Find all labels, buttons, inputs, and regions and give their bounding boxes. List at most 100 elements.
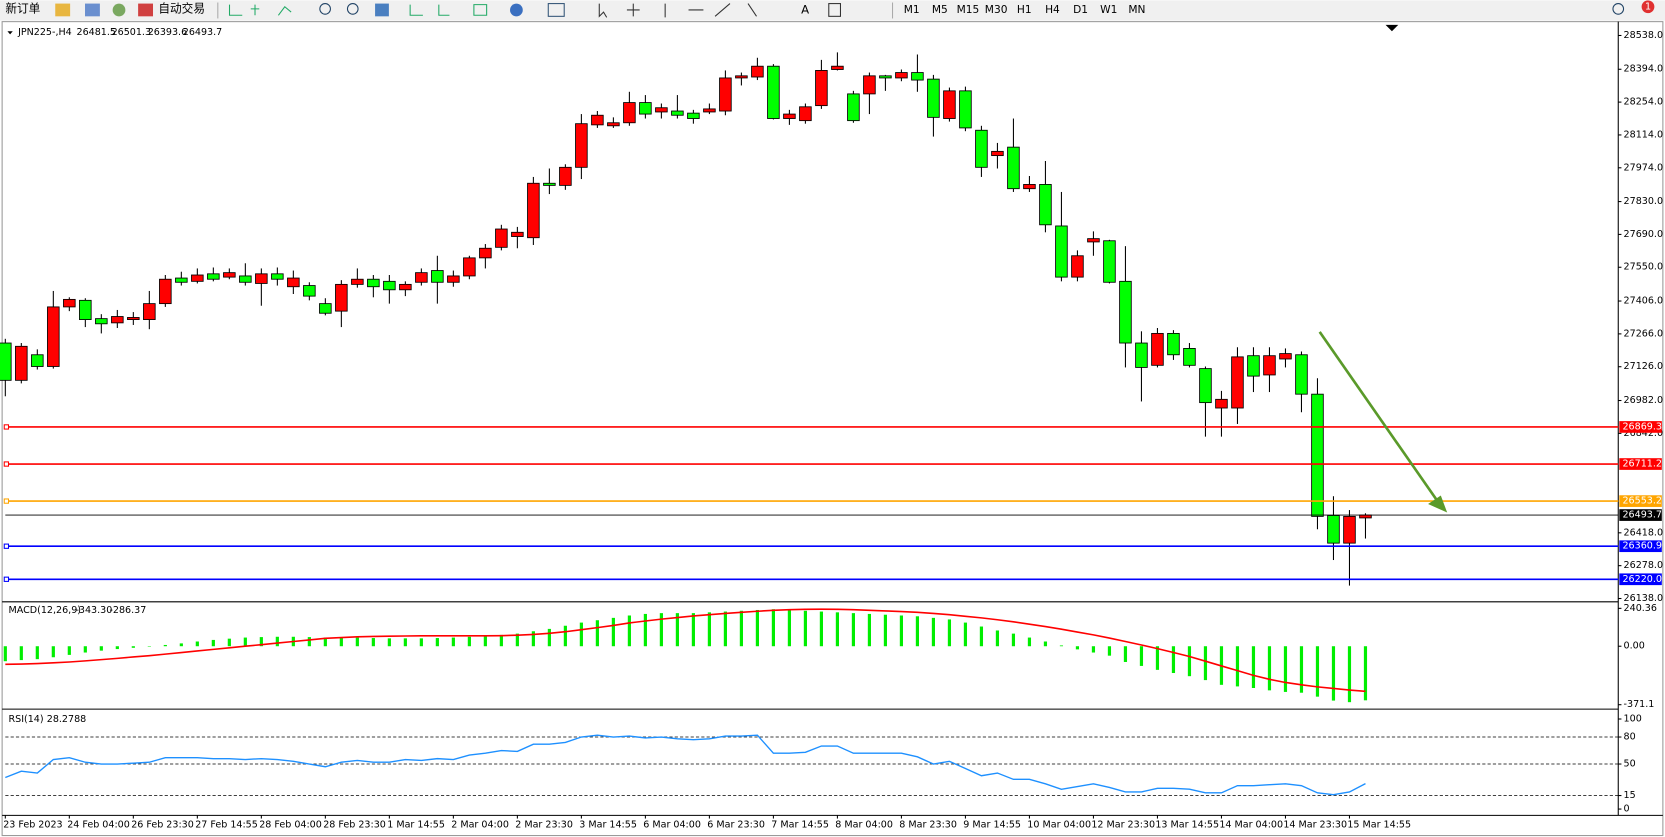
rsi-title: RSI(14) bbox=[9, 714, 44, 725]
candle-body bbox=[895, 72, 908, 79]
candle-body bbox=[815, 70, 828, 107]
new-order-button[interactable]: 新订单 bbox=[5, 1, 40, 15]
shift-marker bbox=[1385, 24, 1399, 32]
x-tick-label: 7 Mar 14:55 bbox=[771, 819, 829, 830]
candle-body bbox=[1295, 354, 1308, 395]
y-tick-label: 15 bbox=[1624, 790, 1636, 801]
candle-body bbox=[0, 342, 12, 381]
drawing-tools[interactable] bbox=[598, 3, 757, 18]
label-tool[interactable] bbox=[828, 3, 842, 17]
auto-trading-button[interactable]: 自动交易 bbox=[158, 1, 205, 15]
chart-window bbox=[1, 21, 1664, 837]
candle-body bbox=[943, 90, 956, 119]
low-readout: 26393.6 bbox=[148, 27, 187, 38]
text-tool[interactable]: A bbox=[801, 2, 809, 16]
notification-count: 1 bbox=[1645, 1, 1651, 12]
candle-body bbox=[863, 75, 876, 95]
macd-title: MACD(12,26,9) bbox=[9, 605, 82, 616]
periods-bar: M1 M5 M15 M30 H1 H4 D1 W1 MN bbox=[904, 3, 1146, 16]
candle-body bbox=[1135, 342, 1148, 368]
notification-badge[interactable] bbox=[1641, 0, 1655, 14]
y-tick-label: 80 bbox=[1624, 732, 1636, 743]
period-button[interactable]: MN bbox=[1128, 3, 1145, 16]
candle-body bbox=[1167, 332, 1180, 356]
level-label: 26360.9 bbox=[1622, 541, 1661, 552]
level-label-box bbox=[1619, 540, 1662, 553]
y-tick-label: 50 bbox=[1624, 759, 1636, 770]
candle-body bbox=[479, 247, 492, 259]
period-button[interactable]: W1 bbox=[1100, 3, 1117, 16]
candle-body bbox=[559, 166, 572, 186]
periods-icon[interactable] bbox=[510, 3, 523, 17]
level-anchor bbox=[3, 461, 10, 467]
search[interactable] bbox=[1612, 3, 1625, 15]
y-tick-label: 26138.0 bbox=[1624, 593, 1663, 604]
templates-icon[interactable] bbox=[547, 3, 565, 17]
candle-body bbox=[47, 306, 60, 367]
period-button[interactable]: M15 bbox=[957, 3, 980, 16]
candle-body bbox=[511, 231, 524, 237]
level-label: 26553.2 bbox=[1622, 496, 1661, 507]
icon[interactable] bbox=[55, 3, 71, 17]
candle-body bbox=[207, 273, 220, 280]
candle-body bbox=[1103, 240, 1116, 283]
candle-body bbox=[1087, 238, 1100, 243]
candle-body bbox=[735, 75, 748, 79]
x-tick-label: 9 Mar 14:55 bbox=[963, 819, 1021, 830]
macd-readout: -343.30 bbox=[75, 605, 112, 616]
candle-body bbox=[383, 280, 396, 291]
y-tick-label: 27126.0 bbox=[1624, 361, 1663, 372]
tile-icon[interactable] bbox=[375, 3, 389, 17]
rsi-readout: 28.2788 bbox=[47, 714, 86, 725]
x-tick-label: 2 Mar 04:00 bbox=[451, 819, 509, 830]
level-anchor bbox=[3, 576, 10, 582]
candle-body bbox=[175, 277, 188, 283]
candle-body bbox=[1327, 515, 1340, 544]
candle-body bbox=[15, 345, 28, 381]
candle-body bbox=[927, 78, 940, 118]
zoom-out[interactable] bbox=[346, 3, 359, 15]
candle-body bbox=[127, 317, 140, 320]
period-button[interactable]: M1 bbox=[904, 3, 920, 16]
x-tick-label: 14 Mar 04:00 bbox=[1219, 819, 1283, 830]
level-anchor bbox=[3, 543, 10, 549]
candle-body bbox=[63, 298, 76, 308]
period-button[interactable]: H1 bbox=[1017, 3, 1032, 16]
candle-body bbox=[1311, 393, 1324, 517]
candle-body bbox=[191, 274, 204, 282]
icon[interactable] bbox=[112, 3, 126, 17]
period-button[interactable]: M5 bbox=[932, 3, 948, 16]
candle-body bbox=[447, 275, 460, 283]
level-label-box bbox=[1619, 421, 1662, 433]
header-icon bbox=[7, 31, 13, 35]
icon[interactable] bbox=[138, 3, 154, 17]
level-label: 26869.3 bbox=[1622, 421, 1661, 432]
y-tick-label: 26842.0 bbox=[1624, 428, 1663, 439]
level-label-box bbox=[1619, 458, 1662, 470]
period-button[interactable]: D1 bbox=[1073, 3, 1088, 16]
candle-body bbox=[1023, 184, 1036, 190]
candle-body bbox=[767, 65, 780, 119]
icon[interactable] bbox=[85, 3, 100, 17]
candle-body bbox=[1039, 184, 1052, 226]
candle-body bbox=[527, 182, 540, 239]
symbol-title: JPN225-,H4 bbox=[17, 27, 72, 38]
tools-icons[interactable] bbox=[409, 4, 488, 16]
level-label: 26220.0 bbox=[1622, 574, 1661, 585]
y-tick-label: 26278.0 bbox=[1624, 560, 1663, 571]
x-tick-label: 13 Mar 14:55 bbox=[1155, 819, 1219, 830]
period-button[interactable]: H4 bbox=[1045, 3, 1060, 16]
candle-body bbox=[1151, 332, 1164, 366]
candle-body bbox=[1359, 514, 1372, 519]
rsi-line bbox=[5, 734, 1366, 796]
signal-readout: -286.37 bbox=[109, 605, 146, 616]
candle-body bbox=[255, 273, 268, 284]
period-button[interactable]: M30 bbox=[985, 3, 1008, 16]
zoom-in[interactable] bbox=[319, 3, 331, 15]
y-tick-label: -371.1 bbox=[1624, 699, 1655, 710]
y-tick-label: 27830.0 bbox=[1624, 196, 1663, 207]
candle-body bbox=[319, 303, 332, 314]
candle-body bbox=[783, 113, 796, 119]
chart-type-icons[interactable] bbox=[228, 4, 292, 16]
